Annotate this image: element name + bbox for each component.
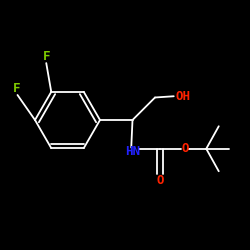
Text: O: O bbox=[156, 174, 164, 187]
Text: HN: HN bbox=[125, 145, 140, 158]
Text: O: O bbox=[181, 142, 188, 155]
Text: OH: OH bbox=[176, 90, 191, 103]
Text: F: F bbox=[13, 82, 20, 95]
Text: F: F bbox=[43, 50, 51, 63]
